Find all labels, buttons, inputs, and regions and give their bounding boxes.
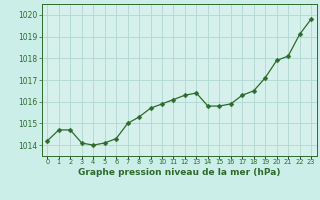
X-axis label: Graphe pression niveau de la mer (hPa): Graphe pression niveau de la mer (hPa) [78,168,280,177]
